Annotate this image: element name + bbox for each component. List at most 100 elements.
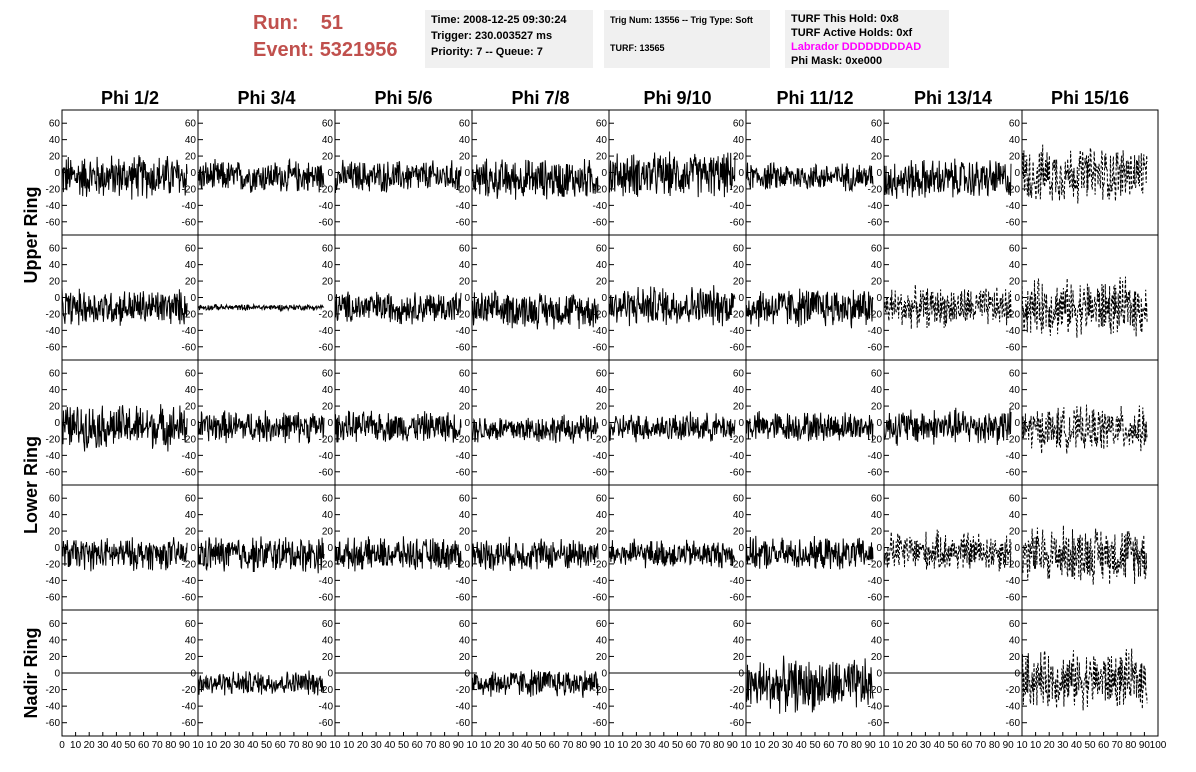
y-tick-label: -20 xyxy=(456,309,471,320)
waveform-trace xyxy=(1021,648,1148,711)
y-tick-label: 20 xyxy=(459,402,471,413)
y-tick-label: -40 xyxy=(730,326,745,337)
event-value: 5321956 xyxy=(319,39,398,61)
y-tick-label: 60 xyxy=(49,244,61,255)
y-tick-label: 60 xyxy=(871,494,883,505)
y-tick-label: -40 xyxy=(456,201,471,212)
y-tick-label: 40 xyxy=(733,510,745,521)
run-label: Run: xyxy=(253,12,299,34)
y-tick-label: 60 xyxy=(733,369,745,380)
y-tick-label: 60 xyxy=(1009,369,1021,380)
x-tick-label: 70 xyxy=(1112,740,1124,751)
x-tick-label: 60 xyxy=(275,740,287,751)
x-tick-label: 80 xyxy=(989,740,1001,751)
y-tick-label: -60 xyxy=(593,718,608,729)
y-tick-label: 0 xyxy=(190,418,196,429)
y-tick-label: 40 xyxy=(185,135,197,146)
y-tick-label: 60 xyxy=(596,619,608,630)
y-tick-label: 0 xyxy=(738,168,744,179)
waveform-trace xyxy=(197,670,325,696)
x-tick-label: 70 xyxy=(837,740,849,751)
waveform-grid-chart: Phi 1/2 Phi 3/4 Phi 5/6 Phi 7/8 Phi 9/10 Phi … xyxy=(21,88,1167,751)
y-tick-label: -40 xyxy=(182,576,197,587)
waveform-trace xyxy=(61,537,188,572)
y-tick-label: 60 xyxy=(322,119,334,130)
column-title: Phi 5/6 xyxy=(374,88,432,108)
y-tick-label: -40 xyxy=(319,451,334,462)
y-tick-label: 40 xyxy=(185,385,197,396)
y-tick-label: -20 xyxy=(182,309,197,320)
y-tick-label: -60 xyxy=(182,467,197,478)
time-info-box: Time: 2008-12-25 09:30:24 Trigger: 230.0… xyxy=(425,10,593,68)
y-tick-label: 40 xyxy=(185,510,197,521)
y-tick-label: 20 xyxy=(459,527,471,538)
y-tick-label: 60 xyxy=(185,244,197,255)
x-tick-label: 80 xyxy=(302,740,314,751)
x-tick-label: 10 xyxy=(1016,740,1028,751)
y-tick-label: 60 xyxy=(733,244,745,255)
x-tick-label: 0 xyxy=(59,740,65,751)
y-tick-label: 0 xyxy=(464,293,470,304)
y-tick-label: -60 xyxy=(456,592,471,603)
y-tick-label: -60 xyxy=(46,592,61,603)
x-tick-label: 90 xyxy=(179,740,191,751)
y-tick-label: 40 xyxy=(185,635,197,646)
ring-label: Upper Ring xyxy=(21,187,41,284)
y-tick-label: 20 xyxy=(596,652,608,663)
panel-frame xyxy=(334,234,473,361)
y-tick-label: 0 xyxy=(54,669,60,680)
x-tick-label: 90 xyxy=(865,740,877,751)
y-tick-label: -60 xyxy=(319,467,334,478)
x-tick-label: 70 xyxy=(975,740,987,751)
y-tick-label: 60 xyxy=(49,119,61,130)
x-tick-label: 10 xyxy=(329,740,341,751)
y-tick-label: 40 xyxy=(596,135,608,146)
y-tick-label: 40 xyxy=(49,385,61,396)
y-tick-label: 60 xyxy=(49,619,61,630)
x-tick-label: 40 xyxy=(384,740,396,751)
y-tick-label: -60 xyxy=(182,718,197,729)
y-tick-label: 20 xyxy=(1009,152,1021,163)
y-tick-label: 0 xyxy=(327,168,333,179)
y-tick-label: 0 xyxy=(327,669,333,680)
y-tick-label: -20 xyxy=(1006,559,1021,570)
y-tick-label: 20 xyxy=(322,152,334,163)
y-tick-label: 40 xyxy=(49,510,61,521)
y-tick-label: -20 xyxy=(1006,685,1021,696)
x-tick-label: 50 xyxy=(947,740,959,751)
x-tick-label: 10 xyxy=(192,740,204,751)
waveform-trace xyxy=(745,410,874,442)
y-tick-label: 40 xyxy=(322,510,334,521)
waveform-trace xyxy=(883,284,1012,330)
x-tick-label: 60 xyxy=(412,740,424,751)
x-tick-label: 90 xyxy=(1003,740,1015,751)
waveform-trace xyxy=(471,290,599,330)
y-tick-label: 20 xyxy=(871,527,883,538)
labrador-line: Labrador DDDDDDDDAD xyxy=(791,41,922,53)
x-tick-label: 80 xyxy=(439,740,451,751)
y-tick-label: -40 xyxy=(456,576,471,587)
y-tick-label: 0 xyxy=(601,669,607,680)
y-tick-label: 40 xyxy=(1009,260,1021,271)
y-tick-label: -60 xyxy=(456,342,471,353)
y-tick-label: -20 xyxy=(730,184,745,195)
y-tick-label: 60 xyxy=(1009,244,1021,255)
panel-frame xyxy=(608,484,747,611)
x-tick-label: 50 xyxy=(535,740,547,751)
y-tick-label: -60 xyxy=(1006,718,1021,729)
y-tick-label: 0 xyxy=(876,418,882,429)
y-tick-label: 60 xyxy=(1009,494,1021,505)
column-title: Phi 15/16 xyxy=(1051,88,1129,108)
column-title: Phi 13/14 xyxy=(914,88,992,108)
y-tick-label: 40 xyxy=(871,135,883,146)
waveform-trace xyxy=(471,536,599,572)
y-tick-label: 0 xyxy=(464,543,470,554)
waveform-trace xyxy=(1021,525,1148,585)
trig-info-box: Trig Num: 13556 -- Trig Type: Soft TURF:… xyxy=(604,10,770,68)
y-tick-label: 20 xyxy=(596,152,608,163)
y-tick-label: -60 xyxy=(868,592,883,603)
y-tick-label: 60 xyxy=(459,619,471,630)
y-tick-label: -20 xyxy=(456,434,471,445)
y-tick-label: 20 xyxy=(49,277,61,288)
y-tick-label: 60 xyxy=(459,369,471,380)
